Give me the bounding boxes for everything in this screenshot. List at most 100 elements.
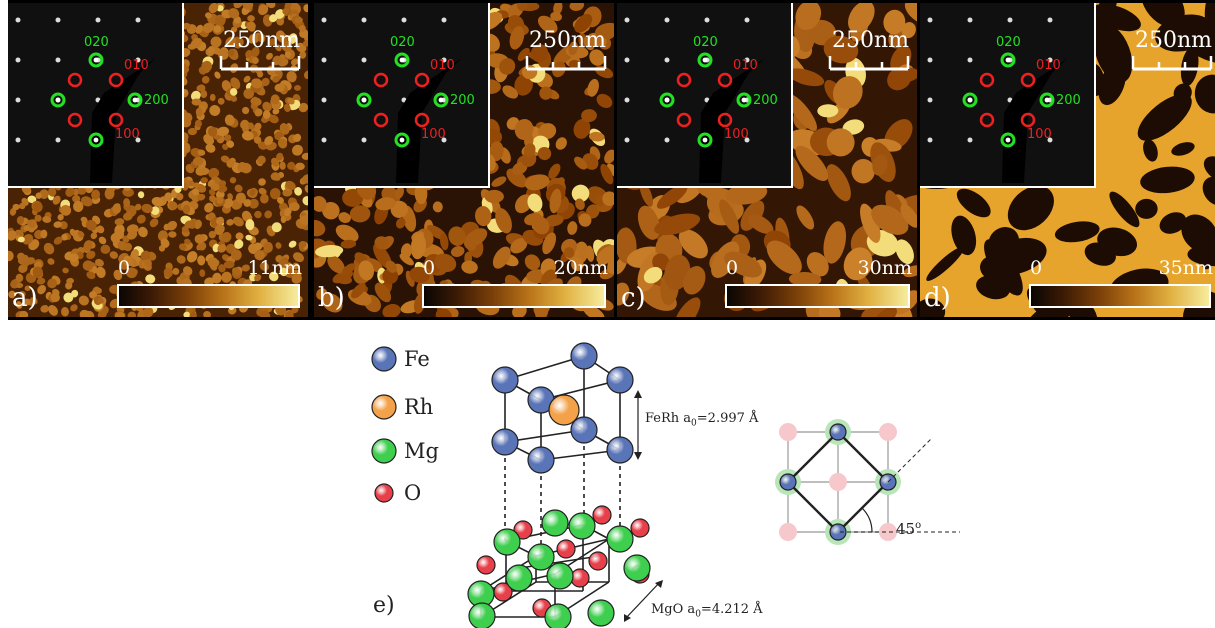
mg-atom xyxy=(623,554,651,582)
legend-label-rh: Rh xyxy=(404,395,434,419)
bond-line xyxy=(837,431,889,483)
mg-atom xyxy=(505,564,533,592)
index-label-020: 020 xyxy=(84,35,109,50)
index-label-200: 200 xyxy=(144,93,169,108)
o-atom xyxy=(570,568,590,588)
index-label-020: 020 xyxy=(996,35,1021,50)
index-label-200: 200 xyxy=(450,93,475,108)
bond-line xyxy=(625,581,661,619)
afm-panel-c: 020 010 200 100 250nm 0 30nm c) xyxy=(617,3,917,317)
colorbar-min-label: 0 xyxy=(118,257,131,279)
bond-line xyxy=(837,481,889,533)
scale-bar xyxy=(828,56,910,71)
fe-atom xyxy=(491,428,519,456)
mgo-note-value: =4.212 Å xyxy=(700,602,763,617)
fe-atom xyxy=(570,416,598,444)
colorbar-max-label: 30nm xyxy=(857,257,912,279)
o-atom xyxy=(476,555,496,575)
index-label-010: 010 xyxy=(1036,58,1061,73)
pink-o-site xyxy=(829,473,847,491)
panel-label: b) xyxy=(318,283,345,313)
legend-rh-atom xyxy=(371,394,397,420)
diffraction-pattern-inset: 020 010 200 100 xyxy=(314,3,490,188)
angle-label: 45o xyxy=(896,518,921,537)
afm-panel-a: 020 010 200 100 250nm 0 11nm a) xyxy=(8,3,308,317)
panel-label: d) xyxy=(924,283,951,313)
height-colorbar xyxy=(117,284,300,308)
angle-value: 45 xyxy=(896,520,916,538)
index-label-100: 100 xyxy=(421,127,446,142)
ferh-note-sub: 0 xyxy=(691,418,697,429)
height-colorbar xyxy=(1029,284,1211,308)
bond-line xyxy=(504,355,585,381)
mg-atom xyxy=(568,512,596,540)
mgo-note-text: MgO a xyxy=(651,602,696,617)
diffraction-pattern-inset: 020 010 200 100 xyxy=(920,3,1096,188)
projection-fe-atom xyxy=(779,473,797,491)
index-label-020: 020 xyxy=(390,35,415,50)
panel-label: c) xyxy=(621,283,646,313)
o-atom xyxy=(556,539,576,559)
colorbar-min-label: 0 xyxy=(423,257,436,279)
mgo-lattice-note: MgO a0=4.212 Å xyxy=(651,603,763,622)
pink-o-site xyxy=(779,423,797,441)
scale-bar xyxy=(525,56,607,71)
o-atom xyxy=(588,551,608,571)
index-label-010: 010 xyxy=(124,58,149,73)
mg-atom xyxy=(493,528,521,556)
projection-fe-atom xyxy=(829,523,847,541)
legend-label-mg: Mg xyxy=(404,439,439,463)
bond-line xyxy=(787,481,839,533)
afm-panel-d: 020 010 200 100 250nm 0 35nm d) xyxy=(920,3,1215,317)
panel-label-e: e) xyxy=(373,593,395,618)
colorbar-max-label: 35nm xyxy=(1158,257,1213,279)
diffraction-spots xyxy=(927,17,1068,183)
index-label-100: 100 xyxy=(724,127,749,142)
scale-bar xyxy=(219,56,301,71)
legend-o-atom xyxy=(374,483,394,503)
mg-atom xyxy=(587,599,615,627)
panel-label: a) xyxy=(12,283,38,313)
diffraction-spots xyxy=(15,17,156,183)
diffraction-pattern-inset: 020 010 200 100 xyxy=(8,3,184,188)
legend-label-fe: Fe xyxy=(404,347,430,371)
diffraction-spots xyxy=(624,17,765,183)
o-atom xyxy=(630,518,650,538)
o-atom xyxy=(592,505,612,525)
afm-panel-b: 020 010 200 100 250nm 0 20nm b) xyxy=(314,3,614,317)
fe-atom xyxy=(527,446,555,474)
index-label-200: 200 xyxy=(753,93,778,108)
bond-line xyxy=(887,437,933,483)
projection-fe-atom xyxy=(829,423,847,441)
height-colorbar xyxy=(725,284,910,308)
rh-atom xyxy=(548,394,580,426)
index-label-020: 020 xyxy=(693,35,718,50)
legend-fe-atom xyxy=(371,346,397,372)
colorbar-min-label: 0 xyxy=(726,257,739,279)
mg-atom xyxy=(606,525,634,553)
mg-atom xyxy=(468,602,496,628)
diffraction-spots xyxy=(321,17,462,183)
pink-o-site xyxy=(779,523,797,541)
fe-atom xyxy=(491,366,519,394)
ferh-lattice-note: FeRh a0=2.997 Å xyxy=(645,412,758,431)
height-colorbar xyxy=(422,284,606,308)
fe-atom xyxy=(606,436,634,464)
angle-unit: o xyxy=(915,520,922,531)
mgo-note-sub: 0 xyxy=(695,609,701,620)
mg-atom xyxy=(527,543,555,571)
index-label-010: 010 xyxy=(430,58,455,73)
pink-o-site xyxy=(879,523,897,541)
ferh-note-value: =2.997 Å xyxy=(696,411,759,426)
scale-bar-label: 250nm xyxy=(529,28,607,53)
index-label-100: 100 xyxy=(1027,127,1052,142)
index-label-200: 200 xyxy=(1056,93,1081,108)
scale-bar-label: 250nm xyxy=(223,28,301,53)
colorbar-max-label: 20nm xyxy=(553,257,608,279)
colorbar-max-label: 11nm xyxy=(247,257,302,279)
afm-figure-strip: 020 010 200 100 250nm 0 11nm a) 020 010 200 100 250… xyxy=(8,0,1215,320)
mg-atom xyxy=(546,562,574,590)
index-label-010: 010 xyxy=(733,58,758,73)
mg-atom xyxy=(541,509,569,537)
scale-bar-label: 250nm xyxy=(1135,28,1213,53)
